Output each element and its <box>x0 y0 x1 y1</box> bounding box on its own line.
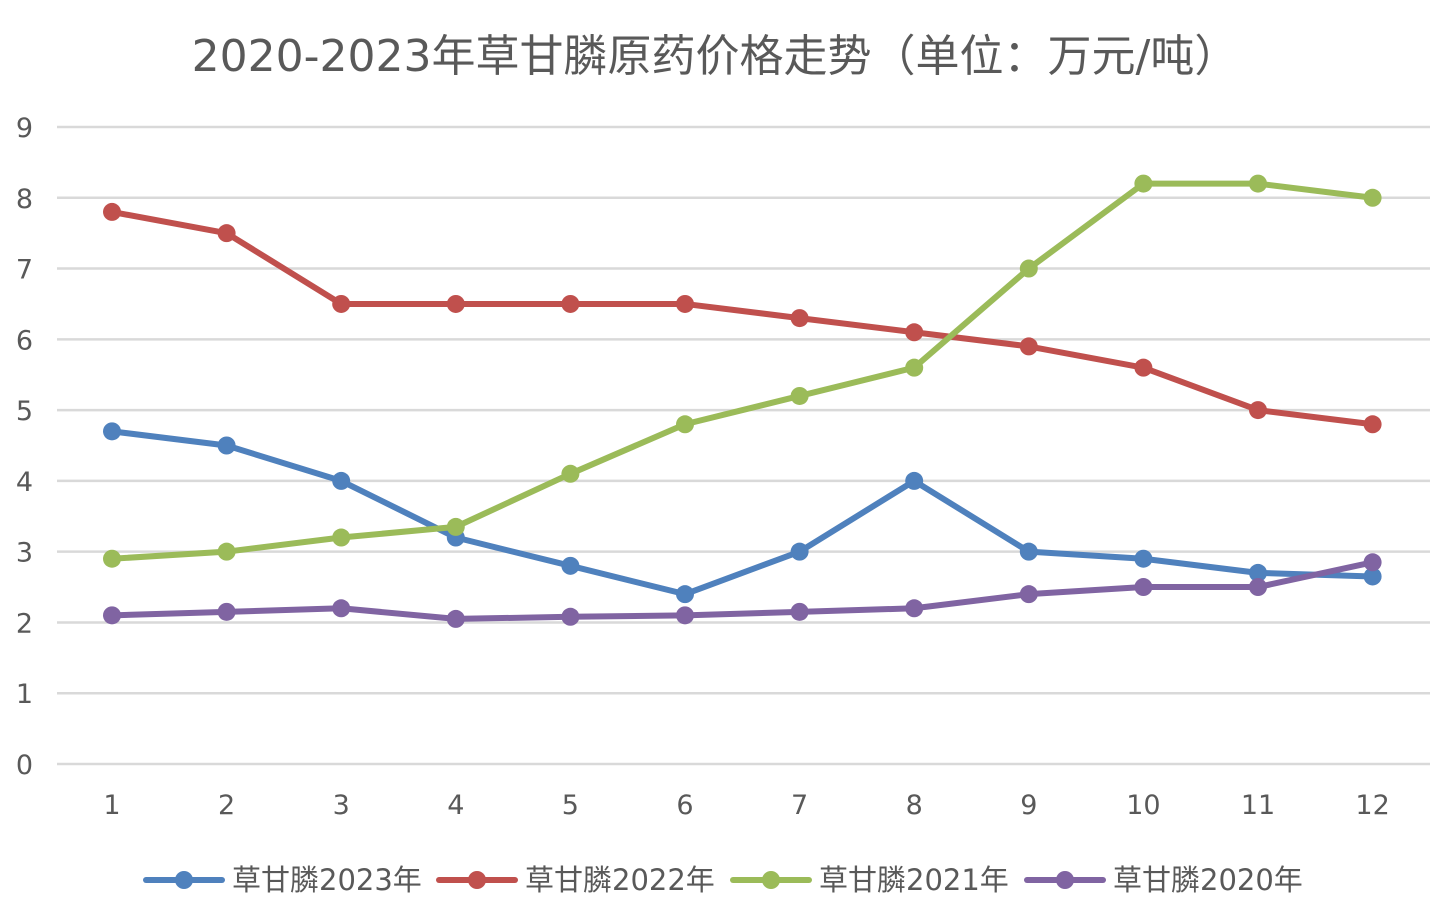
legend-item: 草甘膦2023年 <box>143 863 422 897</box>
x-tick-label: 12 <box>1355 790 1389 821</box>
data-point <box>1134 358 1153 377</box>
data-point <box>905 358 924 377</box>
data-point <box>103 549 121 568</box>
series-line <box>109 428 1376 598</box>
data-point <box>1134 549 1153 568</box>
data-point <box>1249 174 1267 193</box>
legend-marker <box>762 871 780 889</box>
y-tick-label: 2 <box>16 608 33 639</box>
y-tick-label: 5 <box>16 396 33 427</box>
legend-marker <box>468 871 486 889</box>
data-point <box>905 471 924 490</box>
y-tick-label: 4 <box>16 467 33 498</box>
data-point <box>561 607 580 626</box>
chart-title: 2020-2023年草甘膦原药价格走势（单位：万元/吨） <box>191 31 1239 82</box>
y-tick-label: 1 <box>16 679 33 710</box>
y-tick-label: 9 <box>16 113 33 144</box>
data-point <box>217 224 236 243</box>
data-point <box>561 464 580 483</box>
x-tick-label: 1 <box>103 790 120 821</box>
x-tick-label: 8 <box>906 790 923 821</box>
data-point <box>1019 585 1038 604</box>
series-1 <box>103 422 1382 604</box>
series-2 <box>103 202 1382 434</box>
data-point <box>446 609 465 628</box>
y-tick-label: 3 <box>16 538 33 569</box>
y-tick-label: 6 <box>16 325 33 356</box>
data-point <box>676 415 694 434</box>
data-point <box>790 309 809 328</box>
data-point <box>217 436 236 455</box>
data-point <box>1019 337 1038 356</box>
legend-label: 草甘膦2021年 <box>819 863 1009 897</box>
data-point <box>1019 542 1038 561</box>
x-tick-label: 6 <box>676 790 693 821</box>
data-point <box>676 585 694 604</box>
legend-label: 草甘膦2023年 <box>232 863 422 897</box>
data-point <box>676 606 694 625</box>
data-point <box>103 422 121 441</box>
data-point <box>790 386 809 405</box>
data-point <box>1134 174 1153 193</box>
series-line <box>109 180 1376 562</box>
y-tick-label: 7 <box>16 255 33 286</box>
legend-item: 草甘膦2022年 <box>436 863 715 897</box>
data-point <box>217 542 236 561</box>
x-tick-label: 9 <box>1020 790 1037 821</box>
x-tick-label: 4 <box>447 790 464 821</box>
y-tick-label: 0 <box>16 750 33 781</box>
data-point <box>1363 415 1382 434</box>
data-point <box>446 517 465 536</box>
legend-item: 草甘膦2020年 <box>1024 863 1303 897</box>
series-line <box>109 208 1376 428</box>
data-point <box>1363 553 1382 572</box>
data-point <box>905 323 924 342</box>
data-point <box>332 294 351 313</box>
x-tick-label: 2 <box>218 790 235 821</box>
x-tick-label: 5 <box>562 790 579 821</box>
y-tick-label: 8 <box>16 184 33 215</box>
data-point <box>1249 578 1267 597</box>
data-point <box>446 294 465 313</box>
x-tick-label: 11 <box>1241 790 1275 821</box>
data-point <box>561 556 580 575</box>
series-line <box>109 559 1376 622</box>
data-point <box>332 528 351 547</box>
series-3 <box>103 174 1382 568</box>
data-point <box>676 294 694 313</box>
data-point <box>561 294 580 313</box>
data-point <box>905 599 924 618</box>
series-4 <box>103 553 1382 628</box>
data-point <box>332 471 351 490</box>
data-point <box>790 542 809 561</box>
x-tick-label: 7 <box>791 790 808 821</box>
legend: 草甘膦2023年 草甘膦2022年 草甘膦2021年 草甘膦2020年 <box>143 863 1303 897</box>
series-group <box>103 174 1382 628</box>
data-point <box>790 602 809 621</box>
data-point <box>1019 259 1038 278</box>
data-point <box>1363 567 1382 586</box>
data-point <box>1249 563 1267 582</box>
gridlines <box>57 125 1430 766</box>
data-point <box>1363 188 1382 207</box>
data-point <box>217 602 236 621</box>
data-point <box>332 599 351 618</box>
x-tick-label: 3 <box>333 790 350 821</box>
legend-item: 草甘膦2021年 <box>730 863 1009 897</box>
data-point <box>1134 578 1153 597</box>
x-tick-label: 10 <box>1126 790 1160 821</box>
data-point <box>103 202 121 221</box>
legend-label: 草甘膦2022年 <box>525 863 715 897</box>
y-axis: 0 1 2 3 4 5 6 7 8 9 <box>16 113 33 781</box>
legend-marker <box>1056 871 1074 889</box>
x-axis: 1 2 3 4 5 6 7 8 9 10 11 12 <box>103 790 1389 821</box>
data-point <box>103 606 121 625</box>
data-point <box>1249 401 1267 420</box>
legend-marker <box>175 871 193 889</box>
legend-label: 草甘膦2020年 <box>1113 863 1303 897</box>
